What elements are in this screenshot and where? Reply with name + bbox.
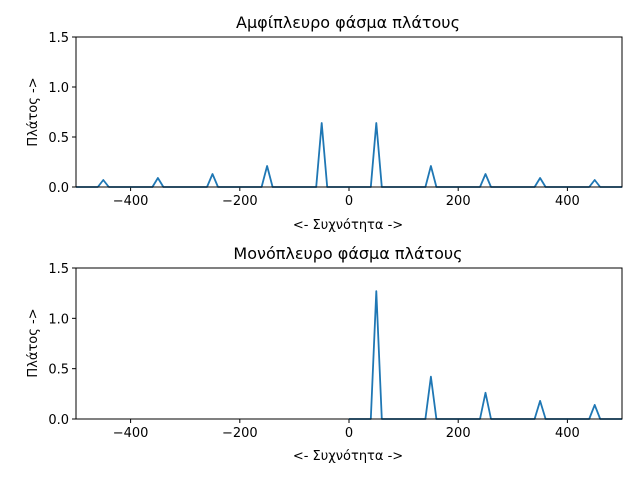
x-tick-label: −200 [222,194,258,209]
x-tick-label: −200 [222,426,258,441]
x-ticks: −400 −200 0 200 400 [113,187,580,209]
data-points [75,122,623,188]
data-point [485,173,487,175]
series-line [349,290,622,420]
x-tick-label: 200 [446,194,471,209]
data-point [321,122,323,124]
x-tick-label: 0 [345,194,353,209]
data-point [539,400,541,402]
chart-top: Αμφίπλευρο φάσμα πλάτους <- Συχνότητα ->… [26,13,623,233]
plot-frame [75,267,623,420]
data-point [102,179,104,181]
y-tick-label: 1.5 [48,262,69,277]
x-tick-label: −400 [113,194,149,209]
plot-frame [75,36,623,188]
data-point [266,165,268,167]
data-point [430,376,432,378]
data-point [430,165,432,167]
data-point [594,179,596,181]
y-tick-label: 0.5 [48,131,69,146]
data-point [594,404,596,406]
x-tick-label: 0 [345,426,353,441]
y-ticks: 0.0 0.5 1.0 1.5 [48,31,76,196]
y-tick-label: 1.0 [48,312,69,327]
chart-bottom: Μονόπλευρο φάσμα πλάτους <- Συχνότητα ->… [26,244,623,464]
chart-title: Μονόπλευρο φάσμα πλάτους [233,244,462,263]
chart-title: Αμφίπλευρο φάσμα πλάτους [236,13,460,32]
y-tick-label: 1.5 [48,31,69,46]
data-point [539,177,541,179]
data-point [375,290,377,292]
y-ticks: 0.0 0.5 1.0 1.5 [48,262,76,428]
data-point [212,173,214,175]
data-point [157,177,159,179]
data-points [348,290,623,420]
x-tick-label: 200 [446,426,471,441]
data-point [375,122,377,124]
x-tick-label: 400 [555,194,580,209]
data-point [485,392,487,394]
x-axis-label: <- Συχνότητα -> [293,449,403,464]
y-tick-label: 0.5 [48,363,69,378]
y-tick-label: 0.0 [48,181,69,196]
x-ticks: −400 −200 0 200 400 [113,419,580,441]
x-axis-label: <- Συχνότητα -> [293,218,403,233]
x-tick-label: 400 [555,426,580,441]
y-tick-label: 0.0 [48,413,69,428]
y-tick-label: 1.0 [48,81,69,96]
y-axis-label: Πλάτος -> [26,77,41,146]
x-tick-label: −400 [113,426,149,441]
y-axis-label: Πλάτος -> [26,308,41,377]
